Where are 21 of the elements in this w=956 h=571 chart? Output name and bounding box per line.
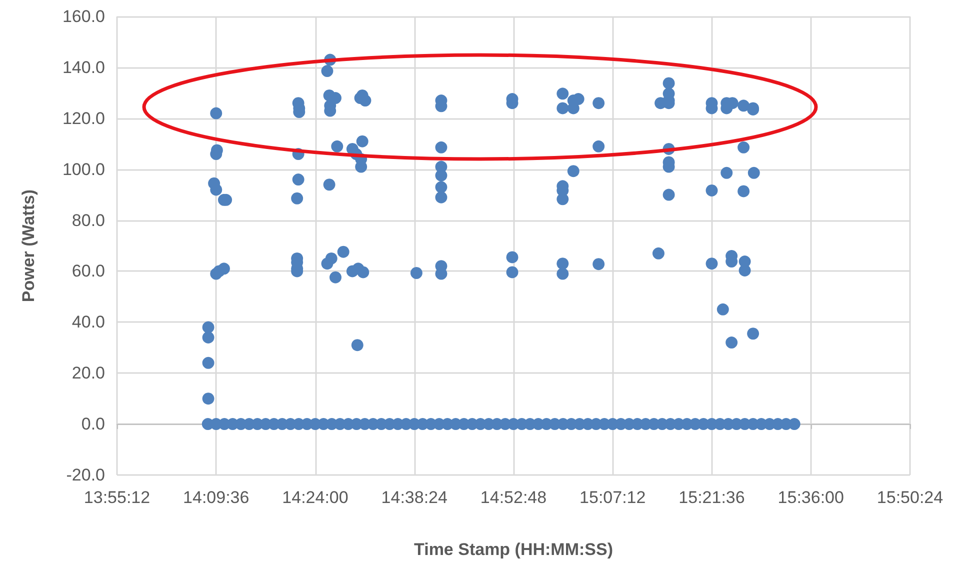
y-tick-label: 160.0 xyxy=(62,7,105,26)
y-tick-label: 60.0 xyxy=(72,262,105,281)
x-tick-label: 15:50:24 xyxy=(876,488,944,507)
x-tick-label: 14:38:24 xyxy=(381,488,448,507)
x-axis-title: Time Stamp (HH:MM:SS) xyxy=(414,540,613,559)
y-tick-label: 140.0 xyxy=(62,58,105,77)
y-tick-label: 20.0 xyxy=(72,364,105,383)
x-tick-label: 14:24:00 xyxy=(282,488,348,507)
y-tick-label: 80.0 xyxy=(72,210,105,230)
y-tick-label: 40.0 xyxy=(72,312,105,332)
x-tick-label: 15:07:12 xyxy=(580,488,646,507)
x-tick-label: 13:55:12 xyxy=(84,488,150,507)
x-tick-label: 14:52:48 xyxy=(480,488,547,507)
x-tick-label: 15:36:00 xyxy=(778,488,844,507)
x-tick-label: 14:09:36 xyxy=(183,488,250,507)
y-axis-title: Power (Watts) xyxy=(19,189,38,302)
y-tick-label: 0.0 xyxy=(81,414,105,434)
y-tick-label: -20.0 xyxy=(66,466,105,484)
y-tick-label: 100.0 xyxy=(62,160,105,179)
x-tick-label: 15:21:36 xyxy=(678,488,745,507)
y-tick-label: 120.0 xyxy=(62,108,105,128)
